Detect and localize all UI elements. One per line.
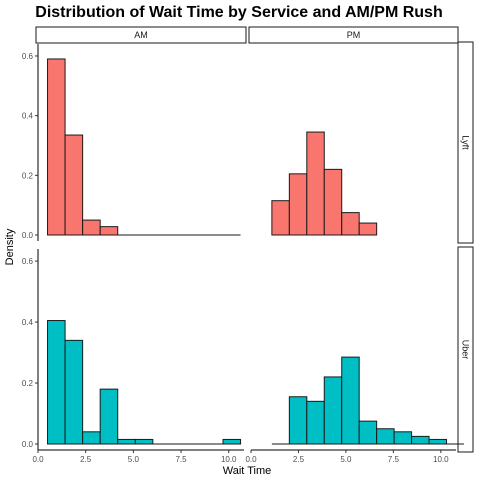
- bar-lyft-pm-0: [271, 200, 290, 236]
- y-tick-label-uber-3: 0.6: [22, 257, 34, 266]
- bar-lyft-pm-3: [323, 168, 343, 236]
- bar-uber-pm-1: [288, 396, 308, 445]
- y-tick-label-lyft-1: 0.2: [22, 171, 34, 180]
- x-tick-label-pm-4: 10.0: [433, 455, 449, 464]
- x-tick-label-am-2: 5.0: [128, 455, 140, 464]
- bar-uber-am-0: [47, 320, 66, 445]
- plot-layer: AM PM Lyft Uber 0.0 0.2 0.4 0.6 0.0 0.2 0.4 0.6 0.0 2…: [22, 26, 474, 464]
- bar-uber-am-4: [117, 438, 136, 445]
- x-tick-label-pm-1: 2.5: [293, 455, 305, 464]
- y-axis-title: Density: [4, 228, 16, 265]
- bar-uber-am-10: [222, 438, 242, 445]
- y-tick-label-uber-0: 0.0: [22, 440, 34, 449]
- bar-uber-pm-6: [376, 428, 395, 445]
- x-tick-label-am-0: 0.0: [32, 455, 44, 464]
- strip-am-label: AM: [134, 30, 148, 40]
- x-tick-label-pm-2: 5.0: [340, 455, 352, 464]
- bar-lyft-am-2: [82, 219, 101, 236]
- strip-uber-box: [457, 246, 474, 453]
- strip-pm-label: PM: [347, 30, 361, 40]
- x-axis-title: Wait Time: [223, 465, 272, 477]
- bar-uber-pm-4: [341, 356, 360, 445]
- strip-pm-box: [248, 26, 459, 44]
- chart-title: Distribution of Wait Time by Service and…: [35, 4, 442, 21]
- bar-lyft-pm-1: [288, 173, 308, 236]
- bar-uber-pm-3: [323, 376, 343, 445]
- bar-lyft-am-1: [64, 134, 84, 236]
- x-tick-label-pm-3: 7.5: [388, 455, 400, 464]
- bar-uber-pm-5: [358, 420, 378, 445]
- bar-uber-am-5: [134, 438, 154, 445]
- bar-uber-pm-7: [393, 431, 413, 445]
- bar-uber-pm-9: [428, 438, 448, 445]
- bar-lyft-pm-2: [306, 131, 325, 236]
- x-tick-label-am-1: 2.5: [80, 455, 92, 464]
- x-tick-label-pm-0: 0.0: [245, 455, 257, 464]
- x-tick-label-am-4: 10.0: [221, 455, 237, 464]
- y-tick-label-uber-1: 0.2: [22, 379, 34, 388]
- y-tick-label-uber-2: 0.4: [22, 318, 34, 327]
- bar-uber-am-1: [64, 339, 84, 445]
- y-tick-label-lyft-3: 0.6: [22, 52, 34, 61]
- bar-uber-pm-2: [306, 400, 325, 445]
- bar-lyft-pm-5: [358, 222, 378, 236]
- bar-lyft-pm-4: [341, 212, 360, 236]
- bar-lyft-am-3: [99, 226, 119, 236]
- bar-lyft-am-0: [47, 58, 66, 236]
- x-tick-label-am-3: 7.5: [175, 455, 187, 464]
- bar-uber-am-2: [82, 431, 101, 445]
- strip-lyft-label: Lyft: [461, 135, 471, 150]
- bar-uber-am-3: [99, 388, 119, 445]
- y-tick-label-lyft-0: 0.0: [22, 231, 34, 240]
- bar-uber-pm-8: [411, 435, 430, 445]
- y-tick-label-lyft-2: 0.4: [22, 112, 34, 121]
- strip-uber-label: Uber: [461, 340, 471, 360]
- strip-lyft-box: [457, 41, 474, 244]
- strip-am-box: [35, 26, 247, 44]
